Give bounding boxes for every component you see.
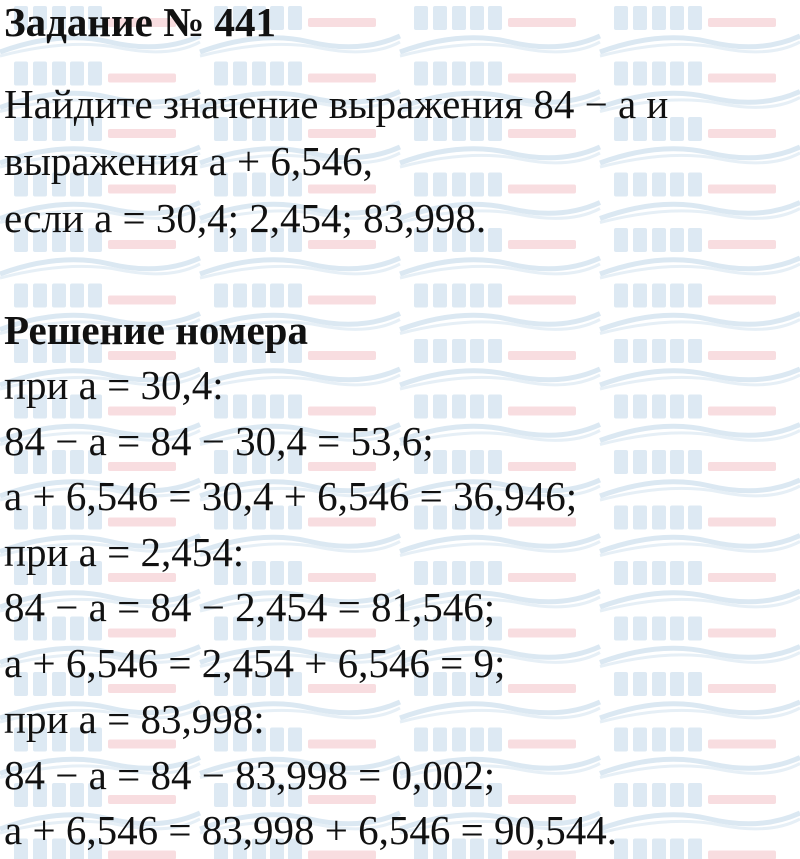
watermark-logo xyxy=(199,727,402,779)
watermark-logo xyxy=(599,6,800,58)
watermark-logo xyxy=(399,783,602,835)
watermark-logo xyxy=(0,727,202,779)
task-text-line: Найдите значение выражения 84 − a и xyxy=(4,81,669,127)
watermark-logo xyxy=(399,61,602,113)
solution-line: 84 − a = 84 − 83,998 = 0,002; xyxy=(4,752,496,798)
watermark-logo xyxy=(199,228,402,280)
watermark-logo xyxy=(199,505,402,557)
watermark-logo xyxy=(0,616,202,668)
watermark-logo xyxy=(599,172,800,224)
task-text-line: выражения a + 6,546, xyxy=(4,138,373,184)
watermark-logo xyxy=(199,783,402,835)
watermark-logo xyxy=(414,838,576,859)
watermark-logo xyxy=(599,672,800,724)
watermark-logo xyxy=(599,117,800,169)
watermark-logo xyxy=(614,838,776,859)
watermark-logo xyxy=(199,616,402,668)
watermark-logo xyxy=(199,339,402,391)
watermark-logo xyxy=(0,672,202,724)
watermark-logo xyxy=(399,727,602,779)
watermark-logo xyxy=(0,505,202,557)
watermark-logo xyxy=(0,172,202,224)
watermark-logo xyxy=(599,505,800,557)
watermark-logo xyxy=(0,561,202,613)
watermark-logo xyxy=(599,450,800,502)
task-title: Задание № 441 xyxy=(4,0,277,45)
watermark-logo xyxy=(399,505,602,557)
watermark-logo xyxy=(14,838,176,859)
watermark-logo xyxy=(599,616,800,668)
watermark-logo xyxy=(399,6,602,58)
watermark-logo xyxy=(199,172,402,224)
watermark-logo xyxy=(599,339,800,391)
watermark-logo xyxy=(599,61,800,113)
solution-line: a + 6,546 = 2,454 + 6,546 = 9; xyxy=(4,640,506,686)
watermark-logo xyxy=(0,228,202,280)
solution-title: Решение номера xyxy=(4,307,308,353)
solution-line: при a = 2,454: xyxy=(4,529,245,575)
watermark-logo xyxy=(399,450,602,502)
watermark-logo xyxy=(0,339,202,391)
solution-line: a + 6,546 = 30,4 + 6,546 = 36,946; xyxy=(4,473,578,519)
watermark-logo xyxy=(399,117,602,169)
watermark-logo xyxy=(599,228,800,280)
watermark-logo xyxy=(0,450,202,502)
watermark-logo xyxy=(0,61,202,113)
watermark-logo xyxy=(199,6,402,58)
watermark-logo xyxy=(399,339,602,391)
watermark-logo xyxy=(599,783,800,835)
watermark-logo xyxy=(0,283,202,335)
watermark-logo xyxy=(599,394,800,446)
watermark-logo xyxy=(0,6,202,58)
watermark-logo xyxy=(599,727,800,779)
solution-line: a + 6,546 = 83,998 + 6,546 = 90,544. xyxy=(4,807,617,853)
task-text-line: если a = 30,4; 2,454; 83,998. xyxy=(4,195,487,241)
watermark-logo xyxy=(199,450,402,502)
watermark-logo xyxy=(399,394,602,446)
solution-line: при a = 83,998: xyxy=(4,696,265,742)
watermark-logo xyxy=(0,783,202,835)
watermark-logo xyxy=(0,394,202,446)
solution-line: при a = 30,4: xyxy=(4,362,224,408)
watermark-logo xyxy=(399,172,602,224)
watermark-logo xyxy=(399,561,602,613)
watermark-logo xyxy=(399,283,602,335)
watermark-logo xyxy=(199,117,402,169)
watermark-logo xyxy=(599,561,800,613)
watermark-logo xyxy=(199,561,402,613)
watermark-logo xyxy=(199,61,402,113)
watermark-logo xyxy=(399,672,602,724)
watermark-logo xyxy=(214,838,376,859)
watermark-logo xyxy=(399,228,602,280)
watermark-logo xyxy=(199,283,402,335)
watermark-logo xyxy=(199,394,402,446)
watermark-logo xyxy=(199,672,402,724)
solution-line: 84 − a = 84 − 2,454 = 81,546; xyxy=(4,584,496,630)
solution-line: 84 − a = 84 − 30,4 = 53,6; xyxy=(4,418,434,464)
watermark-logo xyxy=(599,283,800,335)
watermark-logo xyxy=(399,616,602,668)
watermark-logo xyxy=(0,117,202,169)
